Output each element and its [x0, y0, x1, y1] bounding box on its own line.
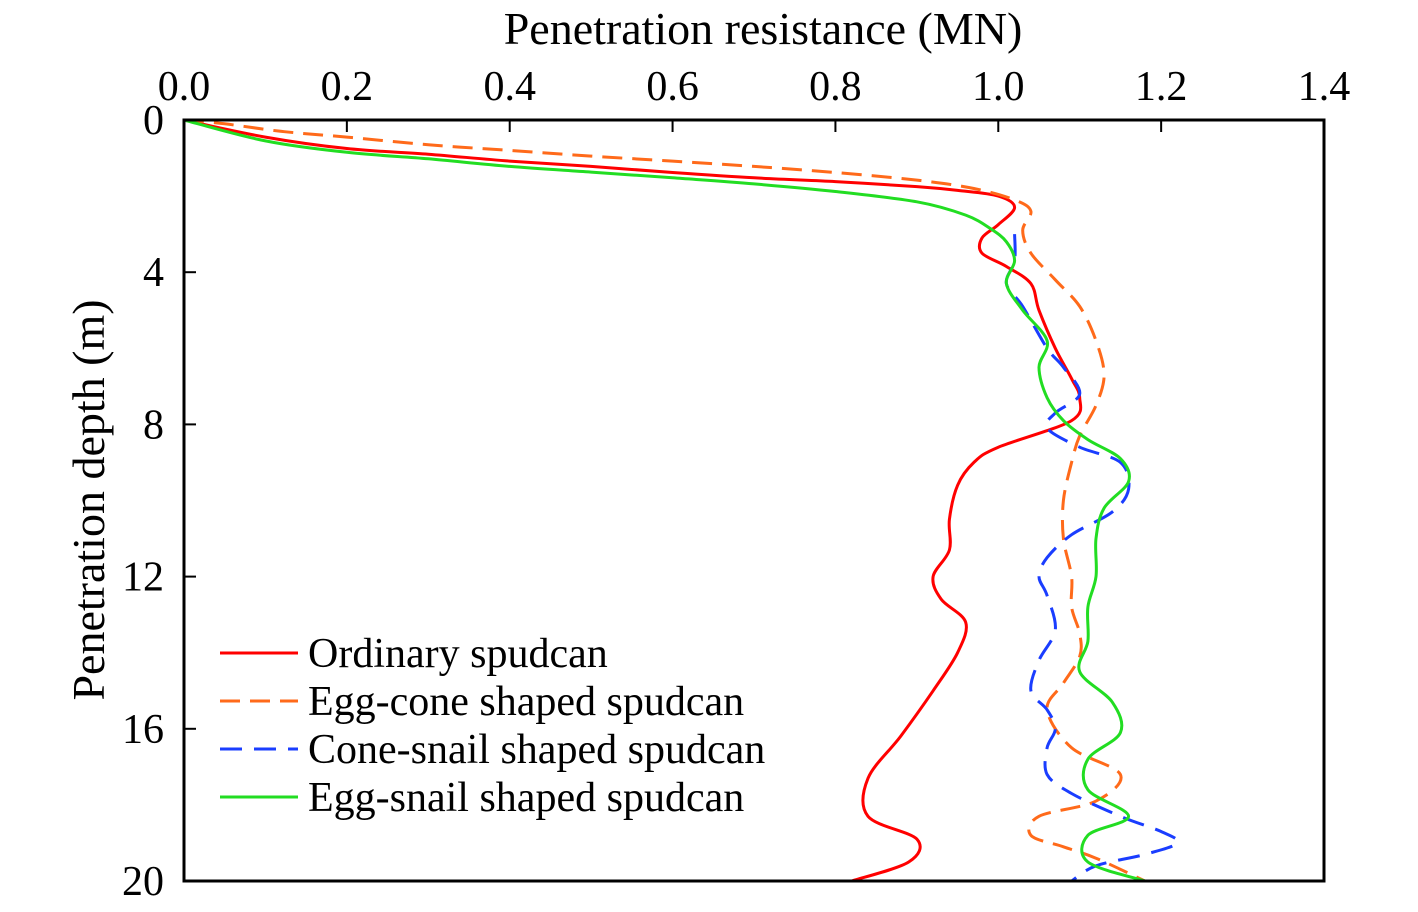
- y-tick-label: 0: [143, 98, 164, 144]
- x-tick-label: 1.0: [972, 64, 1025, 110]
- x-axis-label: Penetration resistance (MN): [504, 3, 1023, 54]
- y-axis-label: Penetration depth (m): [63, 299, 114, 700]
- x-tick-label: 0.8: [809, 64, 862, 110]
- data-lines: [183, 118, 1180, 883]
- x-tick-label: 1.4: [1298, 64, 1351, 110]
- series-line-3: [1004, 234, 1180, 883]
- series-line-2: [183, 118, 1146, 883]
- legend-label: Egg-snail shaped spudcan: [308, 775, 744, 821]
- series-line-4: [183, 118, 1146, 883]
- legend-label: Cone-snail shaped spudcan: [308, 727, 765, 773]
- series-line-1: [183, 118, 1083, 883]
- legend-label: Egg-cone shaped spudcan: [308, 679, 744, 725]
- x-tick-label: 1.2: [1135, 64, 1188, 110]
- y-tick-label: 12: [122, 555, 164, 601]
- x-tick-label: 0.4: [483, 64, 536, 110]
- y-tick-label: 8: [143, 402, 164, 448]
- legend-label: Ordinary spudcan: [308, 631, 608, 677]
- y-tick-label: 4: [143, 250, 164, 296]
- plot-frame: [182, 118, 1326, 883]
- y-tick-label: 16: [122, 707, 164, 753]
- x-tick-label: 0.6: [646, 64, 699, 110]
- axis-ticks: 0.0 0.2 0.4 0.6 0.8 1.0 1.2 1.4 0 4 8 12 16 20: [122, 64, 1350, 905]
- x-tick-label: 0.2: [321, 64, 374, 110]
- x-tick-label: 0.0: [158, 64, 211, 110]
- y-tick-label: 20: [122, 859, 164, 905]
